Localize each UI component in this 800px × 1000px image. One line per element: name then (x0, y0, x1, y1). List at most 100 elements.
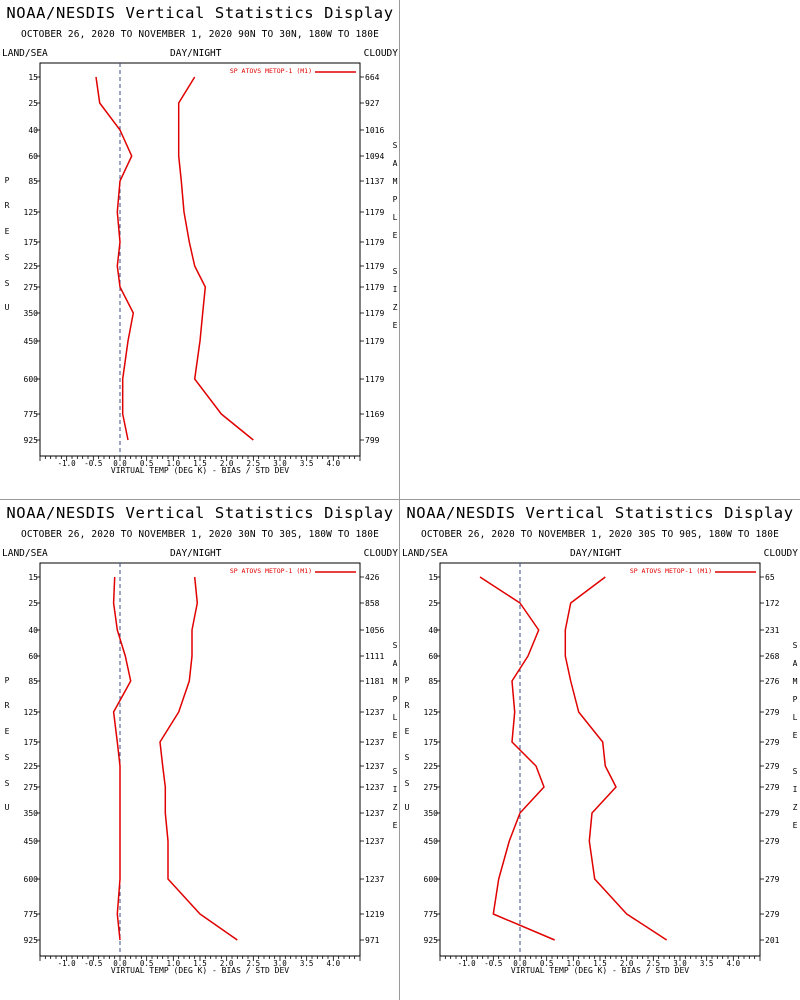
y-axis-label-char: E (405, 500, 410, 502)
x-tick-label: 1.5 (193, 459, 207, 468)
y2-axis-label-char: S (393, 267, 398, 276)
x-axis-label: VIRTUAL TEMP (DEG K) - BIAS / STD DEV (111, 466, 289, 475)
x-tick-label: 3.0 (273, 459, 287, 468)
y2-axis-label-char: S (393, 641, 398, 650)
y-axis-label-char: E (5, 227, 10, 236)
y-axis-label-char: R (5, 201, 10, 210)
sample-size-label: 279 (765, 708, 780, 717)
y-axis-label-char: P (5, 676, 10, 685)
y2-axis-label-char: M (793, 677, 798, 686)
sample-size-label: 279 (765, 738, 780, 747)
y-axis-label-char: R (5, 0, 10, 2)
panel-divider-horizontal (0, 499, 800, 500)
y2-axis-label-char: E (793, 821, 798, 830)
x-tick-label: -0.5 (84, 459, 102, 468)
y2-axis-label-char: S (793, 641, 798, 650)
sample-size-label: 1056 (365, 626, 384, 635)
profile-chart-2: -1.0 -0.5 0.0 0.5 1.0 1.5 2.0 2.5 3.0 3.5 4.0 VIRTU… (5, 500, 398, 975)
y-axis-label-char: S (5, 253, 10, 262)
y-tick-label: 275 (24, 783, 39, 792)
x-tick-label: 2.0 (220, 959, 234, 968)
day-night-header: DAY/NIGHT (570, 548, 622, 559)
sample-size-label: 1179 (365, 309, 384, 318)
x-tick-label: 0.5 (140, 959, 154, 968)
sample-size-label: 65 (765, 573, 775, 582)
plot-frame (439, 562, 761, 957)
plot-frame (39, 562, 361, 957)
y-axis-label-char: R (405, 500, 410, 502)
y2-axis-label-char: A (393, 159, 398, 168)
y2-axis-label-char: I (393, 285, 398, 294)
x-tick-label: -1.0 (58, 459, 77, 468)
y-tick-label: 25 (28, 599, 38, 608)
y2-axis-label-char: A (793, 659, 798, 668)
legend-label: SP ATOVS METOP-1 (M1) (230, 67, 312, 75)
sample-size-label: 268 (765, 652, 780, 661)
y-tick-label: 60 (28, 652, 38, 661)
sample-size-label: 426 (365, 573, 380, 582)
y2-axis-label-char: Z (793, 803, 798, 812)
y-tick-label: 60 (428, 652, 438, 661)
y-axis-label-char: P (5, 176, 10, 185)
y-tick-label: 600 (24, 375, 39, 384)
sample-size-label: 927 (365, 99, 380, 108)
y-tick-label: 15 (28, 573, 38, 582)
x-tick-label: 1.0 (567, 959, 581, 968)
y2-axis-label-char: L (393, 713, 398, 722)
y2-axis-label-char: Z (393, 303, 398, 312)
profile-chart-1: -1.0 -0.5 0.0 0.5 1.0 1.5 2.0 2.5 3.0 3.5 4.0 VIRTU… (5, 0, 398, 475)
sample-size-label: 1016 (365, 126, 384, 135)
cloudy-header: CLOUDY (363, 48, 398, 59)
sample-size-label: 1237 (365, 738, 384, 747)
y-axis-label-char: S (405, 779, 410, 788)
y-tick-label: 600 (424, 875, 439, 884)
x-tick-label: -0.5 (84, 959, 102, 968)
land-sea-header: LAND/SEA (2, 548, 48, 559)
panel-title: NOAA/NESDIS Vertical Statistics Display (6, 504, 394, 522)
y-axis-label-char: E (5, 727, 10, 736)
y2-axis-label-char: E (393, 321, 398, 330)
x-tick-label: 1.5 (593, 959, 607, 968)
y-axis-label-char: R (5, 500, 10, 502)
sample-size-label: 1179 (365, 375, 384, 384)
x-axis-label: VIRTUAL TEMP (DEG K) - BIAS / STD DEV (511, 966, 689, 975)
sample-size-label: 1237 (365, 809, 384, 818)
x-tick-label: 4.0 (327, 959, 341, 968)
sample-size-label: 279 (765, 837, 780, 846)
legend-label: SP ATOVS METOP-1 (M1) (630, 567, 712, 575)
x-tick-label: 0.0 (513, 959, 527, 968)
x-tick-label: 3.5 (700, 959, 714, 968)
y-tick-label: 15 (428, 573, 438, 582)
y-tick-label: 40 (28, 626, 38, 635)
x-tick-label: 2.0 (620, 959, 634, 968)
y-tick-label: 175 (24, 738, 39, 747)
y-tick-label: 450 (424, 837, 439, 846)
y2-axis-label-char: E (393, 731, 398, 740)
plot-frame (39, 62, 361, 457)
y2-axis-label-char: L (793, 713, 798, 722)
y-tick-label: 925 (24, 436, 39, 445)
y-axis-label-char: U (405, 803, 410, 812)
panel-subtitle: OCTOBER 26, 2020 TO NOVEMBER 1, 2020 90N… (20, 29, 380, 40)
y-tick-label: 40 (28, 126, 38, 135)
y2-axis-label-char: E (393, 231, 398, 240)
y-tick-label: 225 (24, 762, 39, 771)
y2-axis-label-char: S (793, 767, 798, 776)
series-line-std_dev (564, 576, 668, 941)
y-tick-label: 450 (24, 337, 39, 346)
y2-axis-label-char: S (393, 767, 398, 776)
y-axis-label-char: S (5, 279, 10, 288)
chart-panel-2: NOAA/NESDIS Vertical Statistics Display … (0, 500, 400, 1000)
y-tick-label: 925 (424, 936, 439, 945)
panel-subtitle: OCTOBER 26, 2020 TO NOVEMBER 1, 2020 30N… (20, 529, 380, 540)
land-sea-header: LAND/SEA (402, 548, 448, 559)
x-tick-label: 3.0 (273, 959, 287, 968)
y2-axis-label-char: I (393, 785, 398, 794)
y-tick-label: 275 (24, 283, 39, 292)
y2-axis-label-char: P (393, 195, 398, 204)
x-tick-label: 0.0 (113, 959, 127, 968)
sample-size-label: 971 (365, 936, 380, 945)
y-tick-label: 775 (24, 410, 39, 419)
y-axis-label-char: E (405, 727, 410, 736)
sample-size-label: 1111 (365, 652, 384, 661)
